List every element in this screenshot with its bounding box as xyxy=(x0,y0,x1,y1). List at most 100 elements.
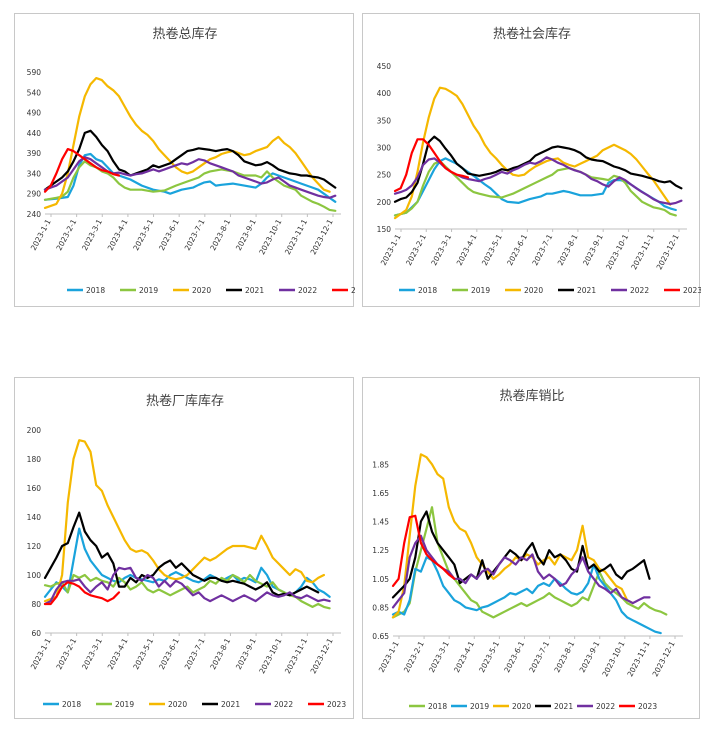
x-tick-label: 2023-9-1 xyxy=(578,640,602,674)
x-tick-label: 2023-6-1 xyxy=(505,233,529,267)
series-line-2022 xyxy=(391,534,651,609)
legend-label-2018: 2018 xyxy=(62,700,81,709)
x-tick-label: 2023-3-1 xyxy=(80,637,104,671)
legend-label-2021: 2021 xyxy=(554,702,573,711)
legend-label-2022: 2022 xyxy=(630,286,649,295)
x-tick-label: 2023-4-1 xyxy=(106,637,130,671)
legend-label-2023: 2023 xyxy=(351,286,355,295)
series-line-2023 xyxy=(43,148,121,193)
series-line-2023 xyxy=(43,581,121,606)
x-tick-label: 2023-2-1 xyxy=(54,637,78,671)
x-tick-label: 2023-8-1 xyxy=(552,640,576,674)
y-tick-label: 60 xyxy=(31,629,41,638)
y-tick-label: 180 xyxy=(27,455,42,464)
legend-label-2018: 2018 xyxy=(86,286,105,295)
x-tick-label: 2023-3-1 xyxy=(80,218,104,252)
y-tick-label: 100 xyxy=(27,571,42,580)
x-tick-label: 2023-10-1 xyxy=(600,640,626,679)
legend-label-2020: 2020 xyxy=(192,286,211,295)
x-tick-label: 2023-11-1 xyxy=(625,640,651,679)
y-tick-label: 300 xyxy=(377,144,392,153)
series-line-2018 xyxy=(43,152,337,203)
x-tick-label: 2023-5-1 xyxy=(477,640,501,674)
x-tick-label: 2023-2-1 xyxy=(54,218,78,252)
x-tick-label: 2023-1-1 xyxy=(29,218,53,252)
x-tick-label: 2023-10-1 xyxy=(604,233,630,272)
series-line-2022 xyxy=(43,566,331,606)
series-line-2021 xyxy=(391,510,651,599)
x-tick-label: 2023-7-1 xyxy=(183,218,207,252)
y-tick-label: 340 xyxy=(27,169,42,178)
series-line-2020 xyxy=(391,453,634,619)
series-line-2019 xyxy=(391,556,662,635)
y-tick-label: 200 xyxy=(377,198,392,207)
y-tick-label: 160 xyxy=(27,484,42,493)
x-tick-label: 2023-10-1 xyxy=(257,218,283,257)
x-tick-label: 2023-8-1 xyxy=(208,218,232,252)
legend-label-2021: 2021 xyxy=(245,286,264,295)
chart-title: 热卷社会库存 xyxy=(493,26,571,42)
legend-label-2022: 2022 xyxy=(596,702,615,711)
y-tick-label: 80 xyxy=(31,600,41,609)
y-tick-label: 240 xyxy=(27,210,42,219)
x-tick-label: 2023-8-1 xyxy=(208,637,232,671)
x-tick-label: 2023-6-1 xyxy=(157,637,181,671)
legend-label-2021: 2021 xyxy=(221,700,240,709)
series-line-2021 xyxy=(43,511,320,597)
chart-svg-stock-sales-ratio: 热卷库销比 0.65 0.85 1.05 1.25 1.45 1.65 1.85 2023-1-… xyxy=(372,388,683,711)
x-tick-label: 2023-4-1 xyxy=(106,218,130,252)
y-tick-label: 1.45 xyxy=(372,518,389,527)
series-line-2019 xyxy=(43,160,337,212)
x-tick-label: 2023-4-1 xyxy=(452,640,476,674)
x-tick-label: 2023-3-1 xyxy=(429,233,453,267)
chart-panel-social-inventory: 热卷社会库存 150 200 250 300 350 400 450 2023-1-1 2023-… xyxy=(362,13,701,307)
x-tick-label: 2023-11-1 xyxy=(283,218,309,257)
x-tick-label: 2023-5-1 xyxy=(131,637,155,671)
series-line-2023 xyxy=(393,138,470,193)
series-line-2021 xyxy=(43,129,337,191)
y-tick-label: 200 xyxy=(27,426,42,435)
legend-label-2019: 2019 xyxy=(139,286,158,295)
legend-label-2019: 2019 xyxy=(470,702,489,711)
y-tick-label: 150 xyxy=(377,225,392,234)
y-tick-label: 390 xyxy=(27,149,42,158)
x-tick-label: 2023-11-1 xyxy=(283,637,309,676)
x-tick-label: 2023-1-1 xyxy=(29,637,53,671)
x-tick-label: 2023-9-1 xyxy=(234,218,258,252)
series-line-2020 xyxy=(43,439,325,603)
x-tick-label: 2023-6-1 xyxy=(157,218,181,252)
x-tick-label: 2023-11-1 xyxy=(629,233,655,272)
x-tick-label: 2023-9-1 xyxy=(234,637,258,671)
y-tick-label: 140 xyxy=(27,513,42,522)
series-line-2020 xyxy=(43,76,331,209)
x-tick-label: 2023-7-1 xyxy=(527,640,551,674)
legend-label-2023: 2023 xyxy=(683,286,701,295)
legend-label-2022: 2022 xyxy=(298,286,317,295)
series-line-2019 xyxy=(43,573,331,610)
legend-label-2020: 2020 xyxy=(512,702,531,711)
y-tick-label: 1.65 xyxy=(372,489,389,498)
x-tick-label: 2023-6-1 xyxy=(502,640,526,674)
chart-title: 热卷总库存 xyxy=(152,26,217,42)
x-tick-label: 2023-5-1 xyxy=(480,233,504,267)
legend-label-2023: 2023 xyxy=(327,700,346,709)
legend-label-2023: 2023 xyxy=(638,702,657,711)
x-tick-label: 2023-4-1 xyxy=(455,233,479,267)
legend-label-2020: 2020 xyxy=(524,286,543,295)
chart-title: 热卷库销比 xyxy=(499,388,564,404)
series-line-2019 xyxy=(393,160,677,217)
chart-title: 热卷厂库库存 xyxy=(146,393,224,409)
y-tick-label: 0.65 xyxy=(372,632,389,641)
legend-label-2022: 2022 xyxy=(274,700,293,709)
y-tick-label: 490 xyxy=(27,109,42,118)
y-tick-label: 0.85 xyxy=(372,603,389,612)
y-tick-label: 290 xyxy=(27,190,42,199)
x-tick-label: 2023-2-1 xyxy=(404,233,428,267)
y-tick-label: 120 xyxy=(27,542,42,551)
y-tick-label: 440 xyxy=(27,129,42,138)
series-line-2023 xyxy=(391,514,456,587)
x-tick-label: 2023-12-1 xyxy=(309,637,335,676)
